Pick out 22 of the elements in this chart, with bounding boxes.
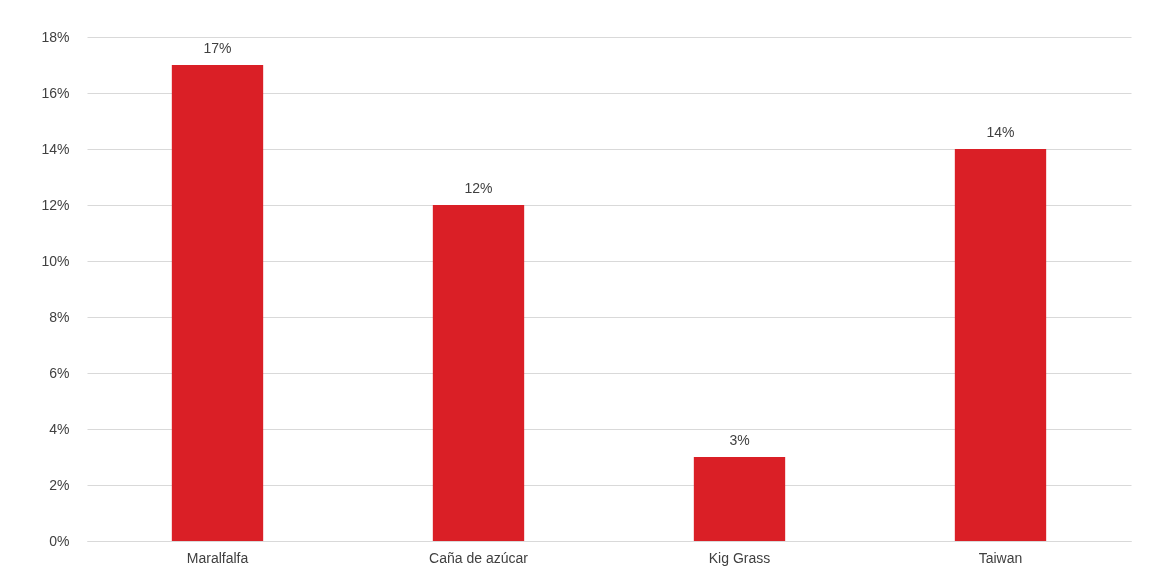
x-tick-label: Caña de azúcar (429, 549, 529, 566)
x-tick-label: Kig Grass (708, 549, 771, 566)
y-tick-label: 18% (41, 28, 70, 45)
y-tick-label: 2% (49, 476, 70, 493)
bar (171, 65, 264, 541)
bar (693, 457, 786, 541)
bar (432, 205, 525, 541)
data-label: 12% (464, 180, 493, 196)
x-tick-label: Taiwan (978, 549, 1023, 566)
bar (954, 149, 1047, 541)
y-tick-label: 8% (49, 308, 70, 325)
x-tick-label: Maralfalfa (186, 549, 249, 566)
data-label: 3% (729, 432, 750, 448)
y-tick-label: 10% (41, 252, 70, 269)
y-tick-label: 12% (41, 196, 70, 213)
data-label: 14% (986, 124, 1015, 140)
y-tick-label: 4% (49, 420, 70, 437)
y-tick-label: 0% (49, 532, 70, 549)
y-tick-label: 6% (49, 364, 70, 381)
y-tick-label: 16% (41, 84, 70, 101)
y-tick-label: 14% (41, 140, 70, 157)
data-label: 17% (203, 40, 232, 56)
